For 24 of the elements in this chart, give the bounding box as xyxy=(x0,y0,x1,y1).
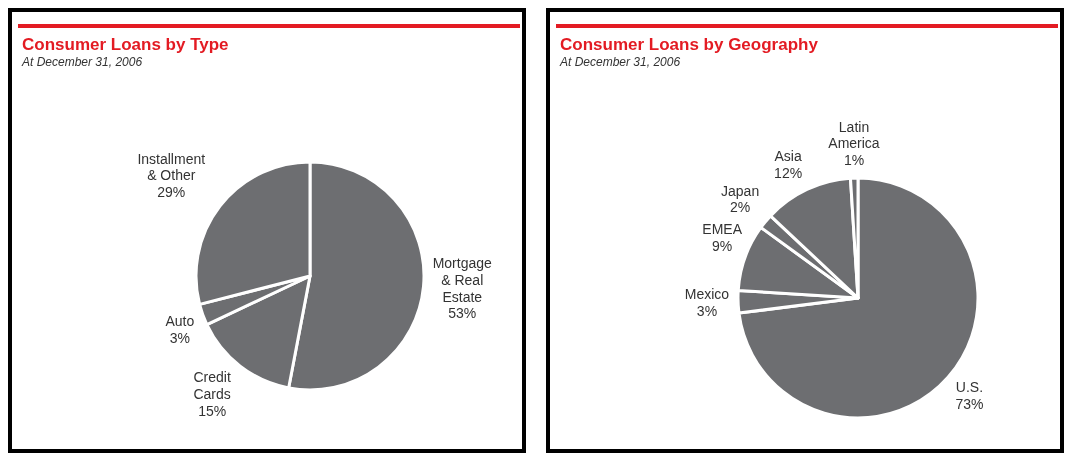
slice-label: EMEA xyxy=(702,221,743,238)
slice-label: Japan xyxy=(721,182,760,199)
chart-subtitle: At December 31, 2006 xyxy=(559,55,681,69)
slice-label: Latin America xyxy=(828,118,880,152)
slice-label: Mexico xyxy=(684,286,730,303)
data-label: 2% xyxy=(730,199,751,216)
chart-subtitle: At December 31, 2006 xyxy=(21,55,143,69)
chart-title: Consumer Loans by Type xyxy=(22,35,229,54)
data-label: 15% xyxy=(198,402,227,419)
slice-label: Asia xyxy=(774,147,802,164)
slice-label: Credit Cards xyxy=(193,369,231,403)
slice-label: U.S. xyxy=(955,379,984,396)
data-label: 1% xyxy=(843,152,865,169)
data-label: 3% xyxy=(696,303,718,320)
data-label: 53% xyxy=(448,305,477,322)
slice-label: Installment & Other xyxy=(137,150,206,184)
chart-title: Consumer Loans by Geography xyxy=(560,35,819,54)
data-label: 73% xyxy=(955,396,984,413)
slice-label: Mortgage & Real Estate xyxy=(432,255,493,305)
data-label: 9% xyxy=(712,238,733,255)
slice-label: Auto xyxy=(165,313,195,330)
data-label: 12% xyxy=(774,164,803,181)
data-label: 3% xyxy=(169,330,190,347)
data-label: 29% xyxy=(157,184,186,201)
